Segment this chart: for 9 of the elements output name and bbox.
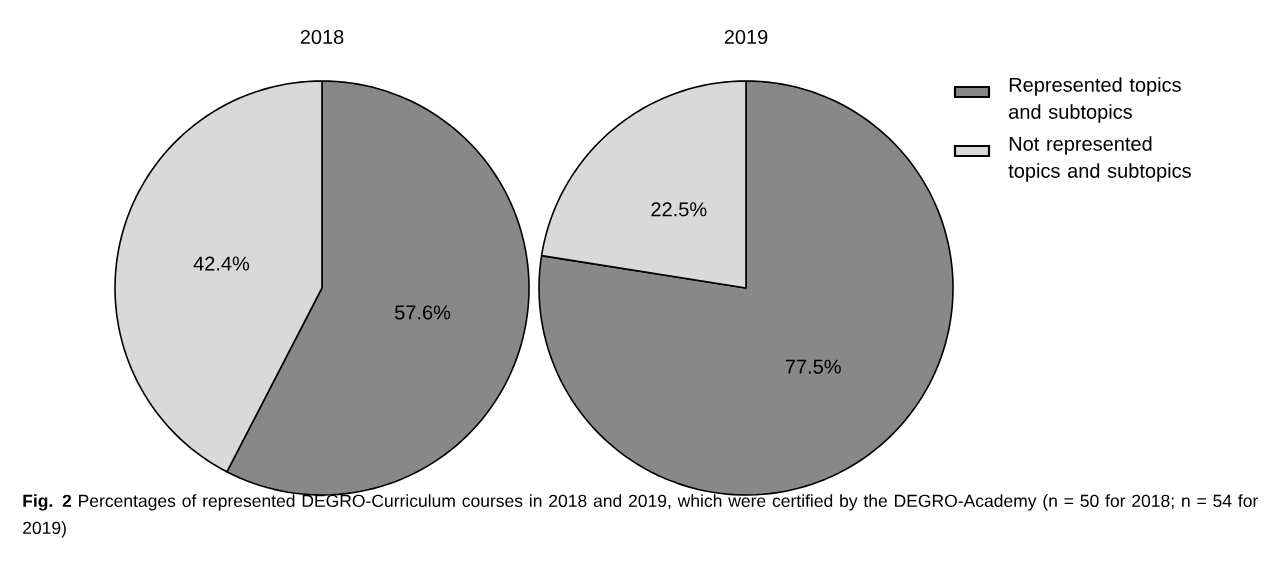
data-label: 22.5%: [651, 202, 707, 217]
legend-label: Represented topics and subtopics: [1009, 77, 1181, 123]
legend-label: Not represented topics and subtopics: [1008, 136, 1191, 182]
data-label: 42.4%: [193, 256, 250, 271]
data-label: 57.6%: [395, 305, 451, 320]
data-label: 77.5%: [785, 359, 841, 374]
chart-title: 2019: [724, 29, 768, 45]
text: Fig. 2 Percentages of represented DEGRO-Curriculum courses in 2018 and 2019, which were certified by the DEGRO-Academy (n = 50 for 2018; n = 54 for 2019): [23, 494, 1258, 538]
chart-title: 2018: [300, 29, 344, 45]
